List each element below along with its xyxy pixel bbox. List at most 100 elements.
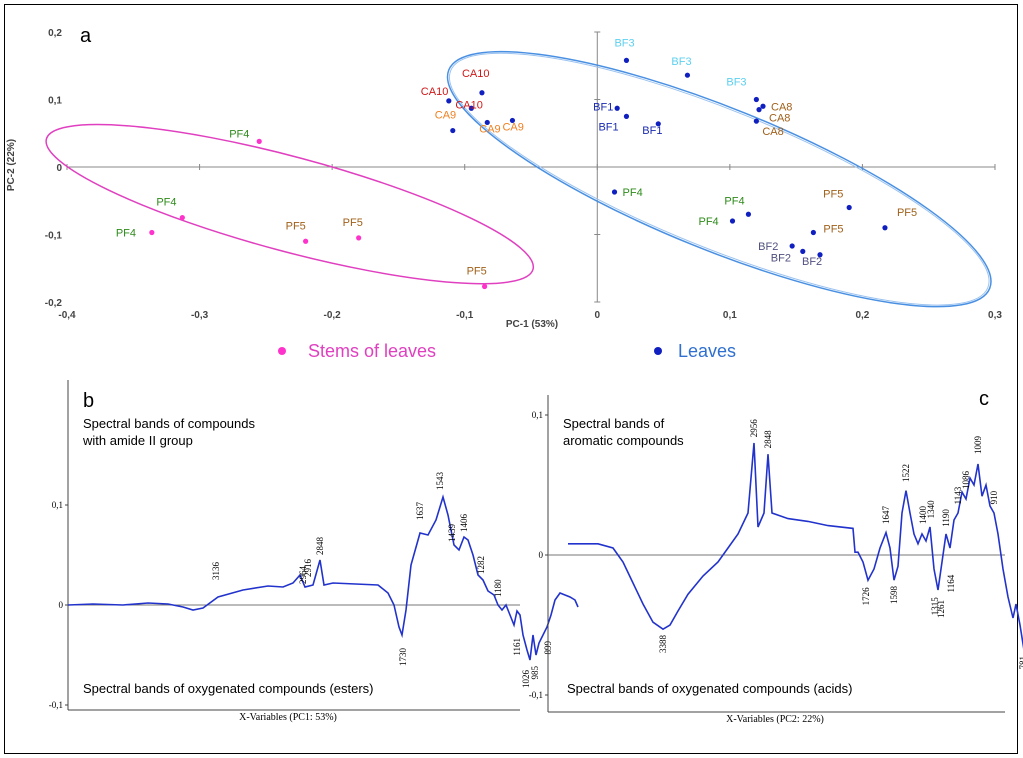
point-label: CA10	[421, 86, 449, 98]
point-label: CA8	[762, 126, 783, 138]
band-annotation: 1543	[435, 472, 445, 491]
loadings-plot-pc1: b Spectral bands of compounds with amide…	[49, 380, 579, 723]
data-point	[509, 117, 516, 124]
legend-marker-stems	[278, 347, 286, 355]
y-tick-label: -0,1	[49, 700, 63, 710]
band-annotation: 1726	[861, 587, 871, 606]
data-point	[356, 235, 362, 241]
data-point	[753, 118, 759, 124]
band-annotation: 1190	[941, 509, 951, 527]
spectrum-line	[67, 494, 579, 661]
data-point	[468, 105, 474, 111]
band-annotation: 1340	[926, 500, 936, 519]
band-annotation: 1315	[930, 597, 940, 616]
x-tick-label: -0,4	[58, 310, 76, 321]
data-point	[303, 238, 309, 244]
band-annotation: 2848	[315, 537, 325, 556]
x-tick-label: 0,1	[723, 310, 737, 321]
data-point	[256, 138, 262, 144]
x-tick-label: -0,3	[191, 310, 209, 321]
point-label: BF3	[726, 77, 746, 89]
y-tick-label: 0	[59, 600, 64, 610]
data-point	[789, 243, 795, 249]
point-label: PF4	[724, 195, 744, 207]
band-annotation: 1439	[447, 524, 457, 543]
note-c-2: aromatic compounds	[563, 433, 684, 448]
band-annotation: 1637	[415, 502, 425, 521]
x-tick-label: 0,2	[855, 310, 869, 321]
point-label: PF4	[229, 128, 249, 140]
legend-label-stems: Stems of leaves	[308, 341, 436, 361]
point-label: BF2	[771, 252, 791, 264]
point-label: BF1	[593, 101, 613, 113]
data-point	[479, 90, 485, 96]
note-b-3: Spectral bands of oxygenated compounds (…	[83, 681, 374, 696]
x-tick-label: 0,3	[988, 310, 1002, 321]
point-label: BF2	[802, 256, 822, 268]
point-label: BF2	[758, 241, 778, 253]
group-ellipse	[446, 50, 992, 308]
point-label: CA9	[479, 123, 500, 135]
point-label: PF5	[897, 207, 917, 219]
y-tick-label: 0,1	[532, 410, 543, 420]
point-label: PF5	[823, 189, 843, 201]
data-point	[817, 252, 823, 258]
band-annotation: 1026	[521, 670, 531, 689]
note-c-3: Spectral bands of oxygenated compounds (…	[567, 681, 852, 696]
y-tick-label: 0	[56, 163, 62, 174]
panel-label-c: c	[979, 388, 989, 410]
legend-marker-leaves	[654, 347, 662, 355]
band-annotation: 1009	[973, 436, 983, 455]
data-point	[484, 119, 490, 126]
x-axis-label-b: X-Variables (PC1: 53%)	[239, 712, 337, 723]
point-label: CA9	[502, 121, 523, 133]
point-label: PF4	[156, 197, 176, 209]
data-point	[614, 105, 620, 111]
data-point	[684, 72, 691, 78]
spectrum-line	[568, 442, 1023, 650]
band-annotation: 1400	[918, 506, 928, 525]
point-label: PF5	[286, 220, 306, 232]
legend: Stems of leaves Leaves	[278, 341, 736, 361]
data-point	[655, 121, 661, 127]
y-tick-label: 0,1	[52, 500, 63, 510]
data-point	[611, 189, 618, 195]
band-annotation: 1143	[953, 486, 963, 504]
band-annotation: 1161	[512, 638, 522, 656]
point-label: PF4	[699, 216, 719, 228]
band-annotation: 1164	[946, 574, 956, 592]
x-tick-label: 0	[595, 310, 601, 321]
band-annotation: 1086	[961, 471, 971, 490]
data-point	[149, 229, 155, 236]
point-label: CA10	[455, 99, 483, 111]
band-annotation: 1647	[881, 506, 891, 525]
data-point	[446, 98, 452, 104]
figure-frame	[4, 4, 1018, 754]
data-point	[729, 218, 736, 224]
band-annotation: 1406	[459, 514, 469, 533]
band-annotation: 1261	[936, 600, 946, 618]
band-annotation: 2848	[763, 430, 773, 449]
band-annotation: 781	[1018, 656, 1023, 670]
data-point	[756, 107, 762, 113]
panel-label-b: b	[83, 390, 94, 412]
point-label: BF1	[642, 125, 662, 137]
band-annotation: 985	[530, 666, 540, 680]
y-tick-label: -0,1	[529, 690, 543, 700]
note-b-1: Spectral bands of compounds	[83, 416, 255, 431]
group-ellipse	[45, 123, 535, 285]
band-annotation: 2964	[298, 566, 308, 585]
y-tick-label: 0,2	[48, 28, 62, 39]
point-label: PF5	[467, 265, 487, 277]
data-point	[760, 103, 766, 109]
data-point	[482, 283, 488, 290]
band-annotation: 2956	[749, 419, 759, 438]
band-annotation: 1282	[476, 556, 486, 574]
pca-score-plot: a -0,4 -0,3 -0,2 -0,1 0 0,1 0,2 0,3 0,2 0,1 0 -0,1 -…	[6, 25, 1002, 361]
data-point	[753, 96, 759, 103]
band-annotation: 3136	[211, 562, 221, 581]
point-label: PF5	[343, 217, 363, 229]
data-point	[623, 57, 630, 63]
x-tick-label: -0,2	[324, 310, 342, 321]
